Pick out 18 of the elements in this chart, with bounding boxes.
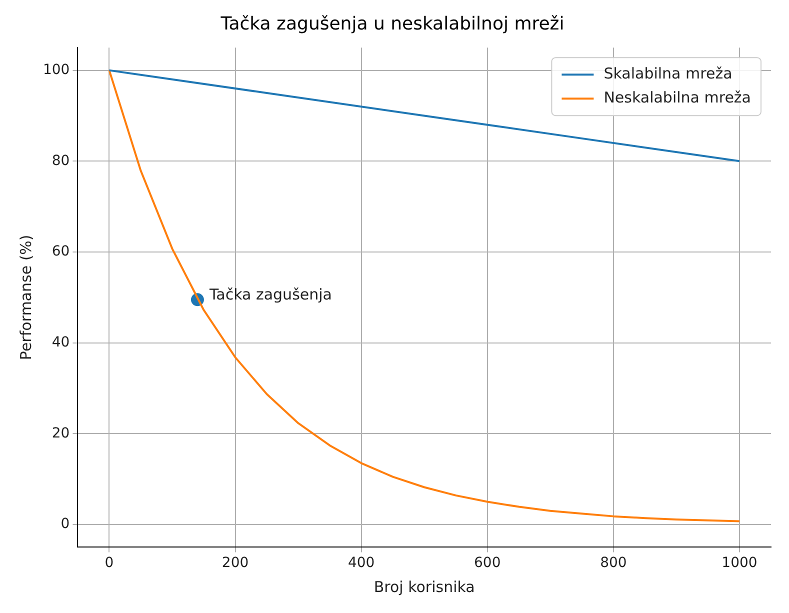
y-tick-label: 60: [52, 244, 70, 260]
legend-label: Skalabilna mreža: [604, 64, 732, 82]
x-tick-label: 1000: [722, 555, 758, 572]
y-tick-label: 40: [52, 334, 70, 350]
y-tick-label: 20: [52, 425, 70, 442]
y-tick-label: 80: [52, 152, 70, 169]
x-tick-label: 200: [222, 555, 249, 572]
y-tick-label: 100: [42, 62, 70, 78]
chart-title: Tačka zagušenja u neskalabilnoj mreži: [220, 13, 564, 34]
y-axis-title: Performanse (%): [16, 234, 35, 360]
x-tick-label: 400: [348, 555, 375, 572]
x-tick-label: 600: [474, 555, 501, 572]
x-axis-title: Broj korisnika: [374, 578, 475, 596]
x-tick-label: 800: [600, 555, 627, 572]
y-tick-label: 0: [60, 516, 70, 532]
annotation: Tačka zagušenja: [208, 286, 332, 304]
legend-label: Neskalabilna mreža: [604, 88, 752, 106]
x-tick-label: 0: [104, 555, 114, 572]
